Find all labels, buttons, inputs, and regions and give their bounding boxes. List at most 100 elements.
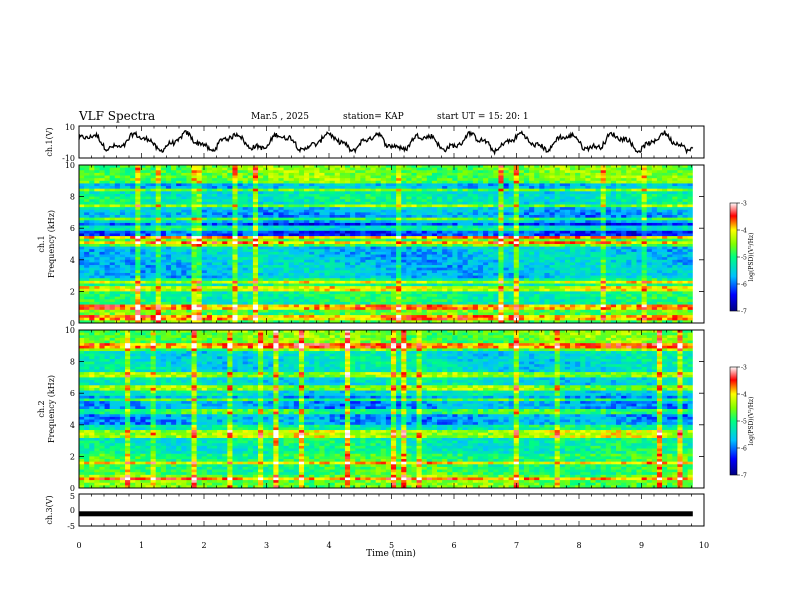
spectrogram-cell — [319, 204, 325, 208]
spectrogram-cell — [570, 254, 576, 258]
spectrogram-cell — [534, 222, 540, 226]
spectrogram-cell — [217, 246, 223, 250]
spectrogram-cell — [181, 215, 187, 219]
spectrogram-cell — [539, 172, 545, 176]
spectrogram-cell — [426, 246, 433, 250]
spectrogram-cell — [201, 193, 208, 197]
spectrogram-cell — [651, 175, 658, 179]
spectrogram-cell — [656, 222, 663, 226]
spectrogram-cell — [477, 238, 484, 242]
spectrogram-cell — [575, 238, 581, 242]
spectrogram-cell — [503, 270, 510, 274]
spectrogram-cell — [355, 172, 361, 176]
spectrogram-cell — [304, 180, 310, 184]
spectrogram-cell — [155, 249, 162, 253]
spectrogram-cell — [513, 222, 520, 226]
spectrogram-cell — [667, 265, 673, 269]
spectrogram-cell — [160, 209, 167, 213]
spectrogram-cell — [298, 199, 305, 203]
spectrogram-cell — [119, 254, 126, 258]
spectrogram-cell — [503, 241, 510, 245]
spectrogram-cell — [656, 170, 663, 174]
spectrogram-cell — [355, 241, 361, 245]
spectrogram-cell — [621, 188, 627, 192]
spectrogram-cell — [227, 254, 233, 258]
spectrogram-cell — [94, 178, 100, 182]
spectrogram-cell — [258, 193, 264, 197]
spectrogram-cell — [651, 201, 658, 205]
spectrogram-cell — [186, 249, 192, 253]
spectrogram-cell — [554, 180, 561, 184]
spectrogram-cell — [125, 244, 131, 248]
spectrogram-cell — [186, 257, 192, 261]
spectrogram-cell — [293, 172, 300, 176]
spectrogram-cell — [641, 267, 648, 271]
spectrogram-cell — [273, 230, 279, 234]
spectrogram-cell — [477, 207, 484, 211]
spectrogram-cell — [610, 167, 617, 171]
spectrogram-cell — [421, 246, 428, 250]
spectrogram-cell — [237, 222, 244, 226]
spectrogram-cell — [621, 220, 627, 224]
spectrogram-cell — [181, 180, 187, 184]
spectrogram-cell — [140, 241, 146, 245]
spectrogram-cell — [375, 170, 382, 174]
spectrogram-cell — [319, 167, 325, 171]
spectrogram-cell — [324, 249, 331, 253]
spectrogram-cell — [401, 236, 407, 240]
spectrogram-cell — [130, 241, 136, 245]
spectrogram-cell — [370, 244, 377, 248]
spectrogram-cell — [590, 215, 596, 219]
spectrogram-cell — [477, 172, 484, 176]
spectrogram-cell — [600, 241, 607, 245]
spectrogram-cell — [360, 251, 366, 255]
spectrogram-cell — [488, 270, 494, 274]
spectrogram-cell — [334, 259, 341, 263]
spectrogram-cell — [135, 188, 141, 192]
spectrogram-cell — [84, 244, 90, 248]
spectrogram-cell — [109, 183, 116, 187]
spectrogram-cell — [539, 220, 545, 224]
spectrogram-cell — [344, 257, 351, 261]
spectrogram-cell — [99, 270, 105, 274]
spectrogram-cell — [304, 225, 310, 229]
spectrogram-cell — [334, 222, 341, 226]
spectrogram-cell — [616, 186, 622, 190]
spectrogram-cell — [324, 180, 331, 184]
spectrogram-cell — [288, 254, 295, 258]
spectrogram-cell — [375, 178, 382, 182]
spectrogram-cell — [416, 180, 423, 184]
spectrogram-cell — [99, 188, 105, 192]
spectrogram-cell — [89, 178, 95, 182]
spectrogram-cell — [672, 225, 678, 229]
spectrogram-cell — [437, 165, 443, 169]
spectrogram-cell — [375, 193, 382, 197]
spectrogram-cell — [406, 233, 412, 237]
spectrogram-cell — [570, 215, 576, 219]
spectrogram-cell — [191, 180, 198, 184]
spectrogram-cell — [447, 246, 453, 250]
spectrogram-cell — [217, 180, 223, 184]
spectrogram-cell — [595, 183, 602, 187]
spectrogram-cell — [268, 196, 274, 200]
spectrogram-cell — [523, 170, 530, 174]
spectrogram-cell — [196, 188, 203, 192]
spectrogram-cell — [339, 201, 346, 205]
spectrogram-cell — [554, 267, 561, 271]
spectrogram-cell — [252, 193, 259, 197]
spectrogram-cell — [201, 170, 208, 174]
spectrogram-cell — [314, 180, 320, 184]
spectrogram-cell — [232, 199, 238, 203]
spectrogram-cell — [380, 207, 387, 211]
spectrogram-cell — [621, 228, 627, 232]
spectrogram-cell — [283, 254, 290, 258]
spectrogram-cell — [242, 201, 249, 205]
spectrogram-cell — [355, 262, 361, 266]
spectrogram-cell — [406, 178, 412, 182]
spectrogram-cell — [626, 246, 632, 250]
spectrogram-cell — [656, 246, 663, 250]
spectrogram-cell — [682, 259, 689, 263]
spectrogram-cell — [165, 236, 172, 240]
spectrogram-cell — [171, 251, 177, 255]
spectrogram-cell — [385, 270, 392, 274]
